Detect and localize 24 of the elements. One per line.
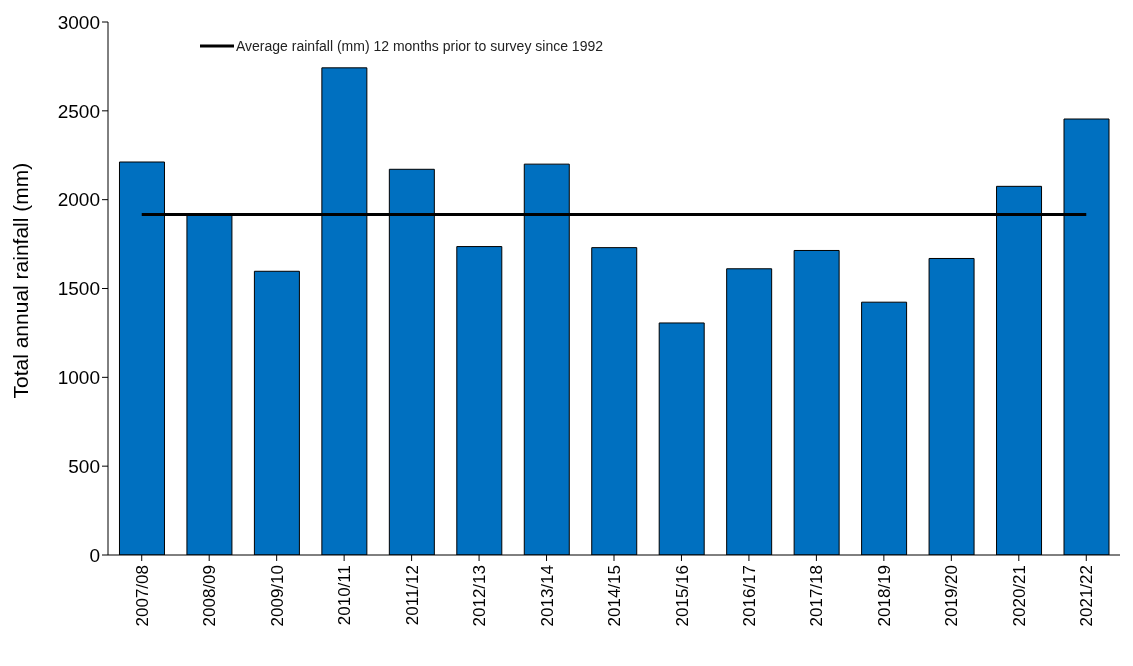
y-tick-label: 3000 — [57, 11, 100, 33]
x-tick-label: 2008/09 — [200, 565, 220, 627]
x-tick-label: 2019/20 — [942, 565, 962, 627]
y-tick-label: 2500 — [57, 100, 100, 122]
x-tick-label: 2007/08 — [132, 565, 152, 627]
y-axis-title: Total annual rainfall (mm) — [9, 162, 33, 399]
x-tick-label: 2018/19 — [874, 565, 894, 627]
y-tick-label: 1000 — [57, 367, 100, 389]
y-tick-label: 2000 — [57, 189, 100, 211]
x-tick-label: 2016/17 — [740, 565, 759, 627]
x-tick-label: 2020/21 — [1009, 565, 1029, 627]
x-tick-label: 2014/15 — [605, 565, 625, 627]
x-tick-label: 2017/18 — [807, 565, 827, 627]
x-tick-label: 2013/14 — [537, 565, 557, 627]
y-tick-label: 1500 — [57, 278, 100, 300]
x-tick-label: 2012/13 — [470, 565, 490, 627]
y-tick-label: 500 — [68, 455, 100, 477]
x-tick-label: 2009/10 — [267, 565, 287, 627]
x-tick-label: 2010/11 — [335, 565, 355, 626]
x-tick-label: 2015/16 — [672, 565, 692, 627]
legend-label: Average rainfall (mm) 12 months prior to survey since 1992 — [236, 38, 604, 54]
x-tick-label: 2011/12 — [402, 565, 422, 626]
x-tick-label: 2021/22 — [1077, 565, 1097, 627]
y-tick-label: 0 — [89, 544, 100, 566]
